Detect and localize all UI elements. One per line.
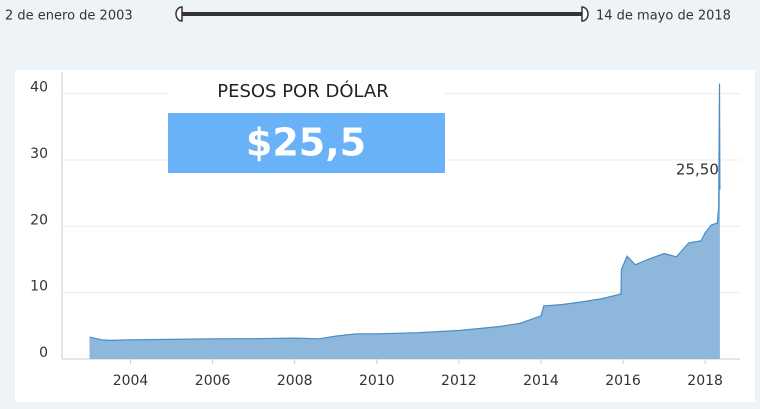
slider-start-label: 2 de enero de 2003 [5, 9, 133, 24]
x-tick-label: 2018 [687, 373, 723, 389]
annotation: 25,50 [676, 160, 719, 178]
x-tick-label: 2008 [277, 373, 313, 389]
x-tick-label: 2016 [605, 373, 641, 389]
x-tick-label: 2012 [441, 373, 477, 389]
x-tick-label: 2004 [113, 373, 149, 389]
area-line [89, 83, 721, 342]
kpi-value: $25,5 [246, 121, 366, 165]
kpi-title: PESOS POR DÓLAR [217, 80, 389, 102]
y-tick-label: 20 [30, 212, 48, 228]
kpi-box [168, 113, 445, 173]
area [89, 83, 720, 359]
x-tick-label: 2014 [523, 373, 559, 389]
slider-end-label: 14 de mayo de 2018 [596, 9, 731, 24]
y-tick-label: 0 [39, 345, 48, 361]
slider-handle-start[interactable] [175, 6, 183, 22]
x-tick-label: 2010 [359, 373, 395, 389]
kpi-title-bg [168, 72, 445, 112]
slider-handle-end[interactable] [581, 6, 589, 22]
y-tick-label: 10 [30, 279, 48, 295]
x-tick-label: 2006 [195, 373, 231, 389]
y-tick-label: 30 [30, 146, 48, 162]
y-tick-label: 40 [30, 80, 48, 96]
